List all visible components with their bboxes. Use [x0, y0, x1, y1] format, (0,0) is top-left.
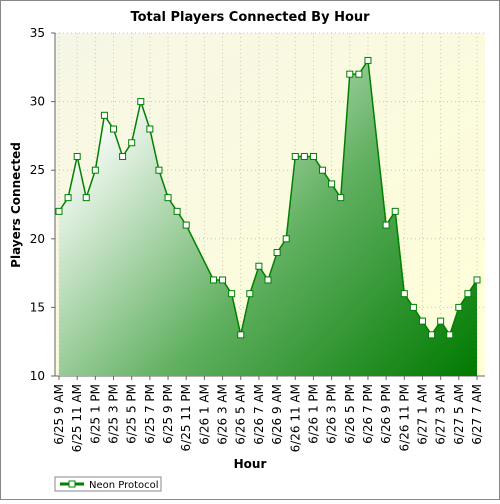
point	[182, 221, 190, 229]
point	[428, 331, 436, 339]
point	[391, 207, 399, 215]
x-tick-label: 6/25 9 PM	[161, 384, 175, 444]
point	[55, 207, 63, 215]
point	[73, 152, 81, 160]
point	[110, 125, 118, 133]
point	[400, 290, 408, 298]
point	[219, 276, 227, 284]
point	[355, 70, 363, 78]
x-tick-label: 6/25 3 PM	[107, 384, 121, 444]
point	[346, 70, 354, 78]
legend-marker	[68, 480, 76, 488]
y-tick-label: 10	[30, 369, 45, 383]
point	[209, 276, 217, 284]
point	[64, 194, 72, 202]
point	[146, 125, 154, 133]
point	[119, 152, 127, 160]
area	[59, 60, 477, 376]
point	[164, 194, 172, 202]
x-axis-title: Hour	[234, 457, 267, 471]
x-tick-label: 6/26 5 AM	[234, 384, 248, 445]
point	[82, 194, 90, 202]
x-tick-label: 6/26 11 PM	[397, 384, 411, 451]
x-tick-label: 6/25 7 PM	[143, 384, 157, 444]
y-tick-label: 25	[30, 163, 45, 177]
x-tick-label: 6/26 1 AM	[197, 384, 211, 445]
point	[137, 98, 145, 106]
x-tick-label: 6/26 5 PM	[343, 384, 357, 444]
x-tick-label: 6/26 7 PM	[361, 384, 375, 444]
x-tick-label: 6/26 7 AM	[252, 384, 266, 445]
point	[364, 56, 372, 64]
y-tick-label: 30	[30, 95, 45, 109]
point	[264, 276, 272, 284]
x-tick-label: 6/27 3 AM	[434, 384, 448, 445]
x-tick-label: 6/25 5 PM	[125, 384, 139, 444]
point	[437, 317, 445, 325]
point	[91, 166, 99, 174]
x-tick-label: 6/27 5 AM	[452, 384, 466, 445]
point	[409, 303, 417, 311]
x-tick-label: 6/26 3 PM	[325, 384, 339, 444]
y-tick-label: 35	[30, 26, 45, 40]
point	[237, 331, 245, 339]
x-tick-label: 6/26 9 PM	[379, 384, 393, 444]
x-tick-label: 6/26 1 PM	[306, 384, 320, 444]
y-axis-title: Players Connected	[9, 142, 23, 268]
x-tick-label: 6/26 11 AM	[288, 384, 302, 452]
point	[291, 152, 299, 160]
point	[300, 152, 308, 160]
x-tick-label: 6/25 9 AM	[52, 384, 66, 445]
point	[155, 166, 163, 174]
x-tick-label: 6/25 1 PM	[88, 384, 102, 444]
x-tick-label: 6/26 3 AM	[216, 384, 230, 445]
x-tick-label: 6/27 7 AM	[470, 384, 484, 445]
point	[418, 317, 426, 325]
point	[319, 166, 327, 174]
x-tick-label: 6/27 1 AM	[415, 384, 429, 445]
point	[128, 139, 136, 147]
point	[455, 303, 463, 311]
point	[255, 262, 263, 270]
legend-box	[54, 476, 162, 492]
point	[473, 276, 481, 284]
y-tick-label: 15	[30, 300, 45, 314]
point	[464, 290, 472, 298]
point	[337, 194, 345, 202]
point	[246, 290, 254, 298]
legend-label: Neon Protocol	[89, 480, 159, 491]
point	[328, 180, 336, 188]
x-tick-label: 6/26 9 AM	[270, 384, 284, 445]
point	[273, 249, 281, 257]
y-tick-label: 20	[30, 232, 45, 246]
chart-title: Total Players Connected By Hour	[130, 10, 370, 25]
x-tick-label: 6/25 11 AM	[70, 384, 84, 452]
point	[173, 207, 181, 215]
point	[282, 235, 290, 243]
point	[100, 111, 108, 119]
point	[382, 221, 390, 229]
point	[309, 152, 317, 160]
x-tick-label: 6/25 11 PM	[179, 384, 193, 451]
point	[228, 290, 236, 298]
point	[446, 331, 454, 339]
